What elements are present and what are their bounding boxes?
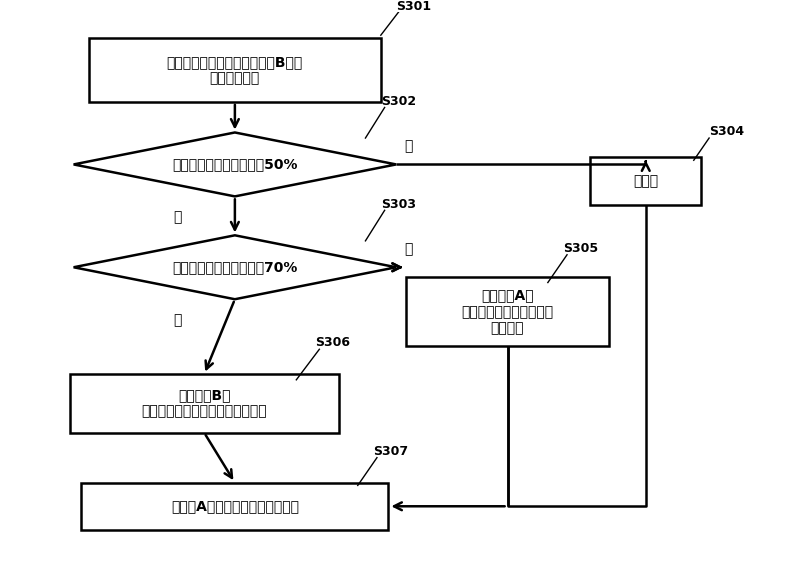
Text: 网络带宽使用率是否超过70%: 网络带宽使用率是否超过70%	[172, 261, 298, 274]
FancyBboxPatch shape	[590, 157, 702, 205]
Text: S303: S303	[381, 197, 416, 211]
Text: S305: S305	[563, 242, 598, 255]
Text: 否: 否	[404, 140, 412, 153]
Text: S307: S307	[373, 445, 408, 458]
Text: 是: 是	[174, 313, 182, 327]
Text: 丢帧策略A：
丢弃合成高清视频信号的
增强层帧: 丢帧策略A： 丢弃合成高清视频信号的 增强层帧	[462, 288, 554, 335]
Text: S301: S301	[396, 0, 431, 13]
FancyBboxPatch shape	[406, 277, 610, 346]
Polygon shape	[74, 133, 396, 196]
FancyBboxPatch shape	[82, 483, 389, 530]
Text: S302: S302	[381, 95, 416, 108]
Text: 是: 是	[174, 210, 182, 225]
Text: S306: S306	[315, 336, 350, 350]
FancyBboxPatch shape	[70, 374, 338, 433]
Text: 缓冲区A接受并采用相应丢帧策略: 缓冲区A接受并采用相应丢帧策略	[171, 499, 299, 513]
Polygon shape	[74, 235, 396, 299]
Text: 否: 否	[404, 243, 412, 256]
Text: 丢帧策略B：
丢弃合成标清视频信号的增强层帧: 丢帧策略B： 丢弃合成标清视频信号的增强层帧	[142, 389, 267, 419]
Text: 网络状态估计模块根据缓冲区B提供
信息进行分析: 网络状态估计模块根据缓冲区B提供 信息进行分析	[166, 55, 303, 85]
Text: 不丢帧: 不丢帧	[633, 174, 658, 188]
FancyBboxPatch shape	[89, 38, 381, 102]
Text: 网络带宽使用率是否超过50%: 网络带宽使用率是否超过50%	[172, 157, 298, 171]
Text: S304: S304	[709, 125, 744, 138]
